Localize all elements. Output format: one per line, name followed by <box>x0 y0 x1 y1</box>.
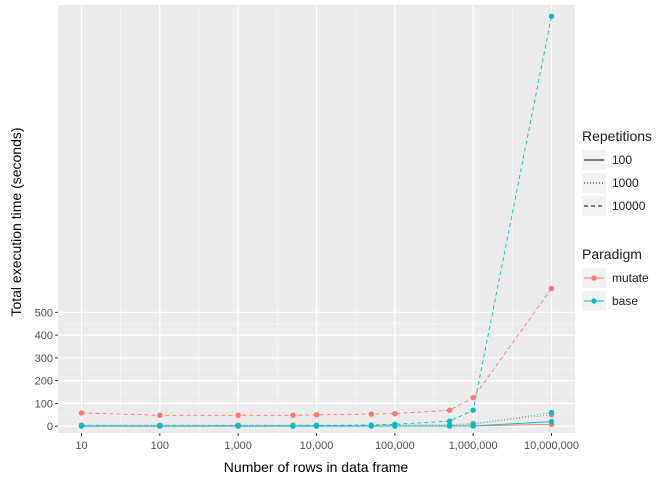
x-tick-label: 100,000 <box>375 440 415 452</box>
series-line-base-1000 <box>81 412 552 427</box>
y-tick-label: 300 <box>35 353 53 365</box>
series-lines <box>81 16 552 427</box>
data-point-base-10000 <box>78 423 85 429</box>
legend-key-mutate <box>582 267 606 288</box>
data-point-mutate-10000 <box>290 412 296 418</box>
x-tick-labels: 10 100 1,000 10,000 100,000 1,000,000 10,000,0… <box>75 440 579 452</box>
legend-title-repetitions: Repetitions <box>582 128 653 144</box>
legend-label: 1000 <box>612 175 639 190</box>
data-point-mutate-10000 <box>368 411 374 417</box>
x-tick-label: 10,000 <box>300 440 334 452</box>
data-point-mutate-10000 <box>548 285 555 292</box>
series-line-mutate-1000 <box>81 414 552 426</box>
x-tick-label: 100 <box>151 440 169 452</box>
data-point-mutate-10000 <box>392 410 398 417</box>
data-point-base-10000 <box>313 422 320 429</box>
data-point-mutate-10000 <box>157 412 163 418</box>
series-points <box>78 13 555 429</box>
data-point-base-1000 <box>548 409 555 416</box>
y-axis-title: Total execution time (seconds) <box>8 127 24 316</box>
x-tick-label: 10 <box>75 440 87 452</box>
legend-paradigm: Paradigm mutate base <box>582 246 649 312</box>
x-tick-label: 10,000,000 <box>524 440 579 452</box>
y-tick-labels: 0 100 200 300 400 500 <box>35 307 53 433</box>
data-point-mutate-10000 <box>78 410 85 416</box>
data-point-base-100 <box>548 418 555 425</box>
legend-label: 10000 <box>612 198 646 213</box>
legend-item-100: 100 <box>582 148 652 171</box>
y-tick-label: 400 <box>35 330 53 342</box>
legend-label: base <box>612 293 639 308</box>
data-point-base-10000 <box>290 423 296 429</box>
legend-item-10000: 10000 <box>582 194 652 217</box>
data-point-base-1000 <box>470 421 476 428</box>
legend-label: 100 <box>612 152 633 167</box>
x-tick-label: 1,000 <box>224 440 252 452</box>
legend-item-base: base <box>582 289 649 312</box>
data-point-mutate-10000 <box>235 412 241 418</box>
series-line-mutate-10000 <box>81 288 552 416</box>
legend-key-dotted-line <box>582 172 606 193</box>
y-tick-label: 100 <box>35 398 53 410</box>
series-line-base-10000 <box>81 16 552 427</box>
data-point-base-1000 <box>446 422 453 429</box>
data-point-base-10000 <box>157 423 163 429</box>
x-axis-title: Number of rows in data frame <box>224 459 409 475</box>
data-point-mutate-10000 <box>470 395 476 401</box>
legend-item-1000: 1000 <box>582 171 652 194</box>
legend-key-base <box>582 290 606 311</box>
legend-label: mutate <box>612 270 649 285</box>
y-tick-label: 200 <box>35 376 53 388</box>
data-point-base-10000 <box>392 421 398 428</box>
data-point-base-10000 <box>446 418 453 424</box>
legend-repetitions: Repetitions 100 1000 10000 <box>582 128 652 217</box>
axis-ticks <box>55 311 552 436</box>
legend-title-paradigm: Paradigm <box>582 246 642 262</box>
y-tick-label: 500 <box>35 307 53 319</box>
data-point-base-10000 <box>368 422 374 428</box>
data-point-mutate-10000 <box>446 407 453 413</box>
legend-key-solid-line <box>582 149 606 170</box>
data-point-base-10000 <box>470 407 476 413</box>
legend-item-mutate: mutate <box>582 266 649 289</box>
legend-key-dashed-line <box>582 195 606 216</box>
data-point-base-10000 <box>235 423 241 429</box>
x-tick-label: 1,000,000 <box>449 440 498 452</box>
data-point-base-10000 <box>548 13 555 20</box>
y-tick-label: 0 <box>47 421 53 433</box>
data-point-mutate-10000 <box>313 412 320 418</box>
